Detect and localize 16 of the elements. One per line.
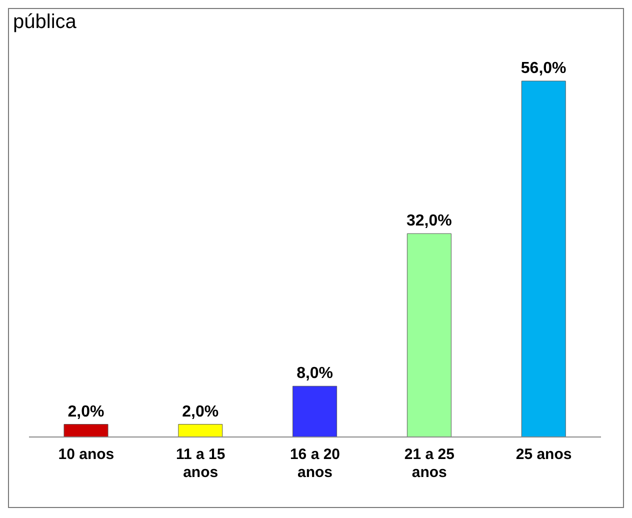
x-tick-label: 21 a 25 anos	[404, 446, 454, 481]
bar	[178, 424, 223, 438]
bar	[406, 233, 452, 438]
bar	[64, 424, 108, 438]
x-tick-label: 25 anos	[516, 446, 572, 463]
bar	[292, 386, 338, 438]
x-tick-label: 11 a 15 anos	[176, 446, 226, 481]
data-label: 8,0%	[296, 365, 334, 382]
data-label: 2,0%	[182, 403, 219, 420]
data-label: 2,0%	[68, 403, 104, 420]
x-tick-label: 10 anos	[58, 446, 114, 463]
x-tick-label: 16 a 20 anos	[290, 446, 340, 481]
bar	[521, 80, 566, 438]
data-label: 56,0%	[520, 60, 566, 77]
data-label: 32,0%	[406, 212, 452, 230]
chart-title: pública	[12, 10, 78, 35]
